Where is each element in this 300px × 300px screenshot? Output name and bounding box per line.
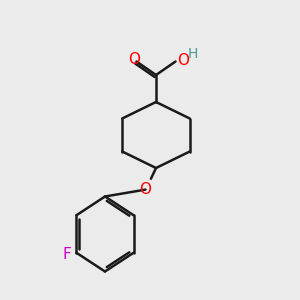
Text: O: O xyxy=(128,52,140,67)
Text: F: F xyxy=(62,247,71,262)
Text: O: O xyxy=(178,53,190,68)
Text: H: H xyxy=(188,47,199,61)
Text: O: O xyxy=(140,182,152,197)
